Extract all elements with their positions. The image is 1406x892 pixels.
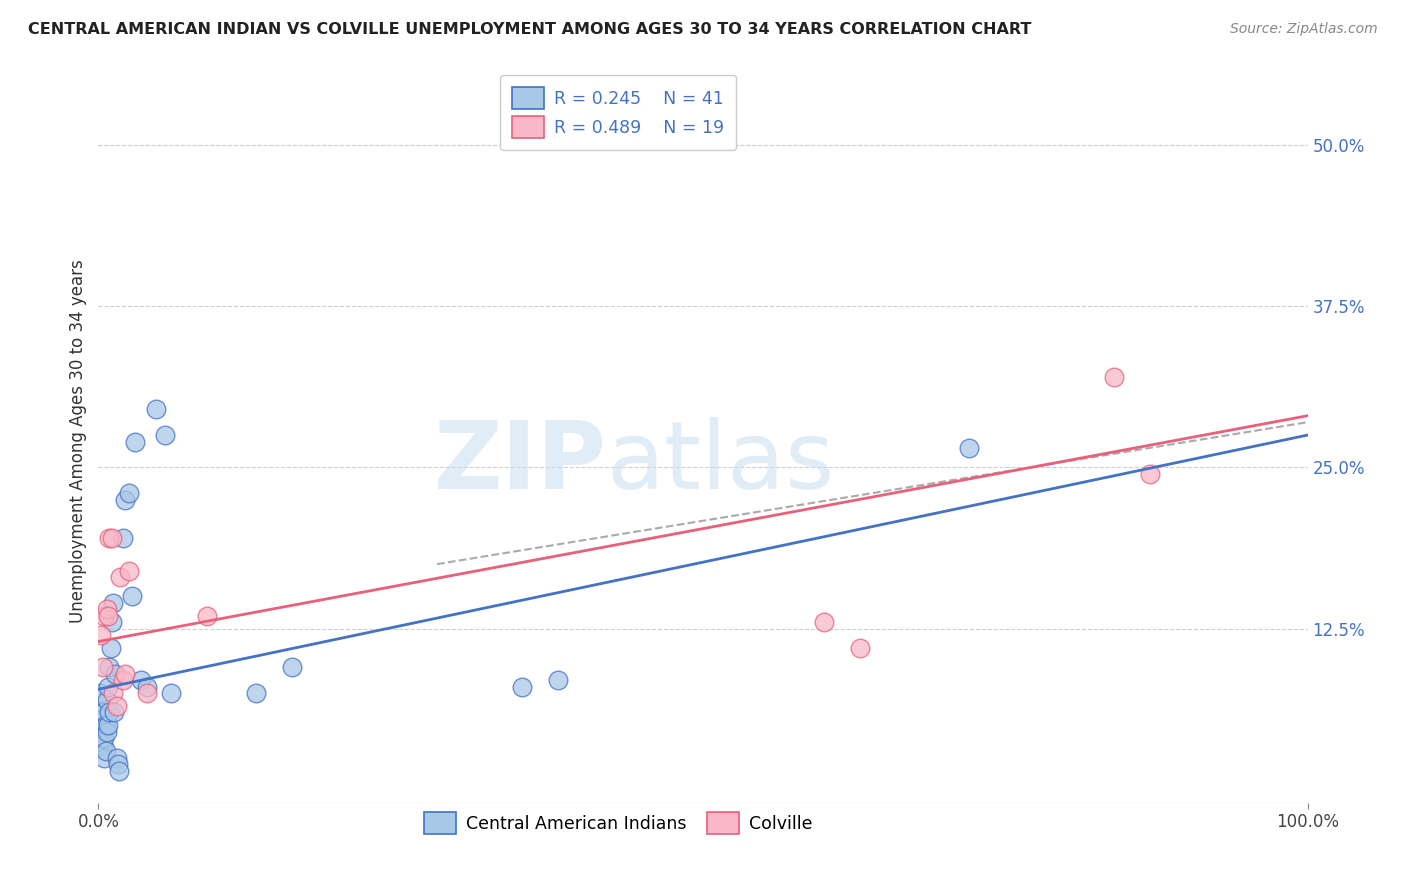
Point [281,660,304,674]
Point [93,750,115,764]
Point [195,608,218,623]
Point [111,531,134,545]
Point [100,531,122,545]
Point [90,628,112,642]
Point [957,441,980,455]
Point [245,686,267,700]
Point [96,692,118,706]
Point [118,486,141,500]
Point [849,640,872,655]
Point [90,686,112,700]
Point [1102,370,1125,384]
Point [129,673,152,688]
Point [93,731,115,746]
Point [91,706,114,720]
Point [108,764,131,778]
Point [91,712,114,726]
Point [93,608,115,623]
Point [105,750,128,764]
Point [100,640,122,655]
Point [100,615,122,630]
Point [510,680,533,694]
Point [91,731,114,746]
Point [135,686,157,700]
Point [96,724,118,739]
Point [94,718,117,732]
Point [105,699,128,714]
Point [97,718,120,732]
Point [1139,467,1161,481]
Point [96,602,118,616]
Text: atlas: atlas [606,417,835,509]
Point [98,660,121,674]
Point [121,590,143,604]
Point [153,428,176,442]
Point [107,757,129,772]
Point [97,680,120,694]
Point [124,434,146,449]
Text: ZIP: ZIP [433,417,606,509]
Point [160,686,183,700]
Text: Source: ZipAtlas.com: Source: ZipAtlas.com [1230,22,1378,37]
Text: CENTRAL AMERICAN INDIAN VS COLVILLE UNEMPLOYMENT AMONG AGES 30 TO 34 YEARS CORRE: CENTRAL AMERICAN INDIAN VS COLVILLE UNEM… [28,22,1032,37]
Point [97,608,120,623]
Point [145,402,167,417]
Legend: Central American Indians, Colville: Central American Indians, Colville [418,805,820,841]
Point [111,673,134,688]
Point [813,615,835,630]
Point [90,724,112,739]
Point [91,660,114,674]
Point [103,706,125,720]
Point [89,712,111,726]
Point [98,531,121,545]
Point [135,680,157,694]
Point [108,570,131,584]
Point [114,492,136,507]
Point [93,706,115,720]
Point [91,738,114,752]
Point [104,666,127,681]
Point [547,673,569,688]
Point [94,744,117,758]
Point [101,596,124,610]
Point [101,686,124,700]
Point [118,564,141,578]
Point [98,706,121,720]
Y-axis label: Unemployment Among Ages 30 to 34 years: Unemployment Among Ages 30 to 34 years [69,260,87,624]
Point [114,666,136,681]
